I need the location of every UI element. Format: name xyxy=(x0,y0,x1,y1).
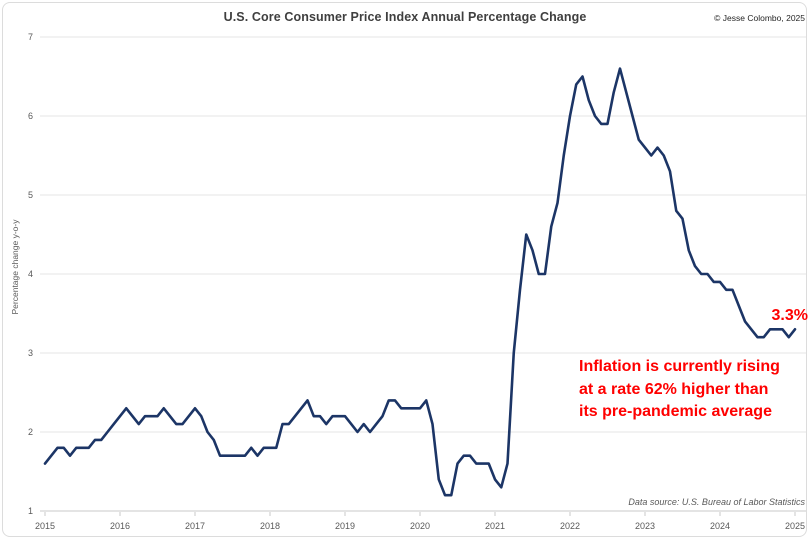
x-tick-label-2021: 2021 xyxy=(485,521,505,531)
x-tick-label-2015: 2015 xyxy=(35,521,55,531)
x-tick-label-2023: 2023 xyxy=(635,521,655,531)
y-tick-label-4: 4 xyxy=(28,269,33,279)
latest-value-label: 3.3% xyxy=(771,307,808,324)
y-tick-label-3: 3 xyxy=(28,348,33,358)
y-tick-label-2: 2 xyxy=(28,427,33,437)
y-tick-label-1: 1 xyxy=(28,506,33,516)
x-tick-label-2022: 2022 xyxy=(560,521,580,531)
y-tick-label-6: 6 xyxy=(28,111,33,121)
x-tick-label-2025: 2025 xyxy=(785,521,805,531)
inflation-note: Inflation is currently rising at a rate … xyxy=(579,356,809,424)
inflation-note-line-3: its pre-pandemic average xyxy=(579,403,772,420)
x-tick-label-2016: 2016 xyxy=(110,521,130,531)
core-cpi-line xyxy=(43,67,797,497)
x-tick-label-2020: 2020 xyxy=(410,521,430,531)
x-tick-label-2024: 2024 xyxy=(710,521,730,531)
inflation-note-line-2: at a rate 62% higher than xyxy=(579,380,769,398)
chart-title: U.S. Core Consumer Price Index Annual Pe… xyxy=(223,10,587,24)
data-source-note: Data source: U.S. Bureau of Labor Statis… xyxy=(628,497,805,507)
x-tick-label-2019: 2019 xyxy=(335,521,355,531)
y-tick-label-5: 5 xyxy=(28,190,33,200)
inflation-note-line-1: Inflation is currently rising xyxy=(579,358,780,375)
y-tick-label-7: 7 xyxy=(28,32,33,42)
x-tick-label-2018: 2018 xyxy=(260,521,280,531)
copyright-text: © Jesse Colombo, 2025 xyxy=(714,13,805,23)
x-tick-label-2017: 2017 xyxy=(185,521,205,531)
